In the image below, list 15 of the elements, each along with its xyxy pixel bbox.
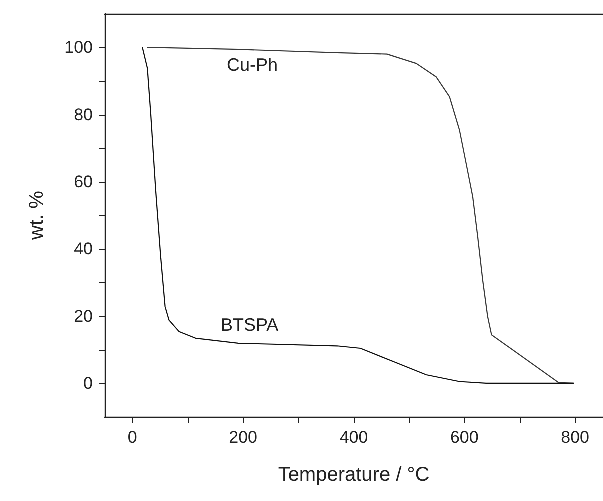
x-tick-label: 0 [128, 428, 138, 447]
annotation: BTSPA [221, 315, 279, 335]
x-tick-label: 200 [229, 428, 258, 447]
y-tick-label: 0 [84, 374, 93, 393]
x-tick-label: 600 [450, 428, 479, 447]
y-tick-label: 40 [74, 240, 93, 259]
y-tick-label: 100 [64, 38, 93, 58]
annotation: Cu-Ph [227, 55, 278, 75]
x-axis-title: Temperature / °C [278, 464, 430, 486]
y-tick-label: 60 [74, 172, 93, 192]
y-axis-title: wt. % [26, 190, 48, 241]
x-tick-label: 400 [340, 428, 368, 447]
y-tick-label: 20 [74, 306, 93, 326]
x-tick-label: 800 [561, 428, 590, 447]
y-tick-label: 80 [74, 105, 93, 124]
